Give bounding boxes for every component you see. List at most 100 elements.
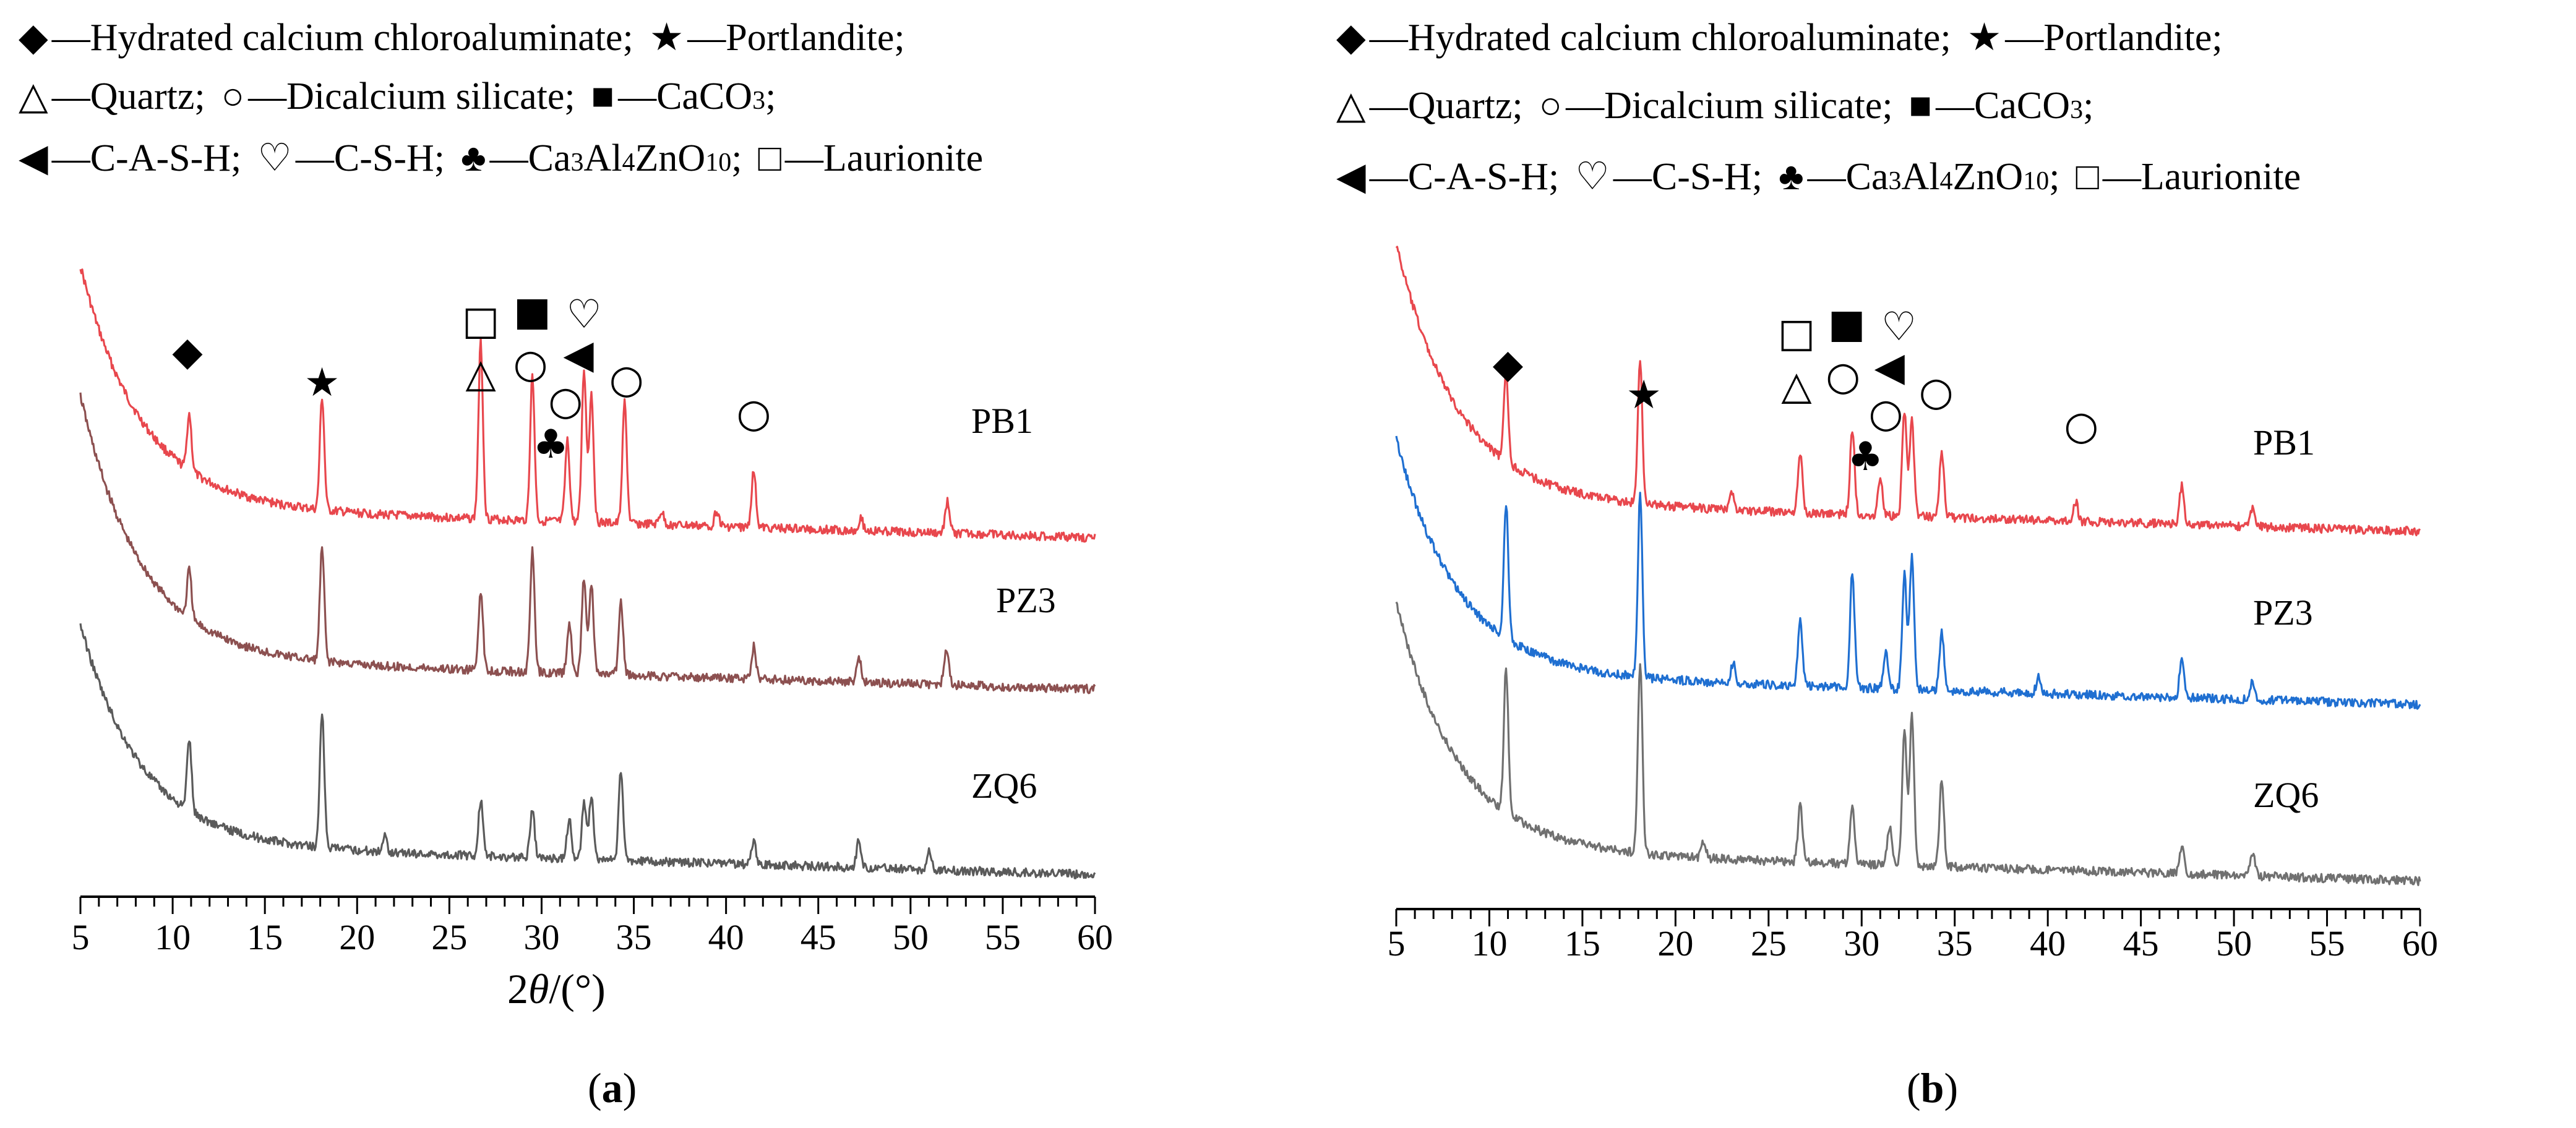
- triangle-left-icon: ◀: [1336, 156, 1366, 198]
- phase-marker: ◀: [1874, 344, 1905, 390]
- legend-subscript: 10: [2023, 167, 2050, 195]
- x-axis-title: 2θ/(°): [507, 965, 606, 1014]
- phase-marker: ◀: [563, 332, 594, 378]
- phase-marker: ○: [1919, 369, 1954, 415]
- phase-marker: ○: [2064, 403, 2098, 449]
- legend-label-suffix: ;: [731, 137, 742, 179]
- legend-subscript: 3: [1888, 167, 1902, 195]
- series-line-pb1: [1395, 246, 2421, 537]
- caption-paren: ): [622, 1064, 637, 1111]
- xrd-plot-a: 5 10 15 20 25 30 35 40 45 50 55 60PB1PZ3ZQ6◆★□△■○♡◀…: [72, 268, 1113, 957]
- triangle-icon: △: [19, 75, 48, 118]
- series-label: PB1: [971, 401, 1033, 441]
- diamond-icon: ◆: [19, 17, 48, 59]
- x-tick-label: 30: [523, 917, 559, 957]
- legend-label: —CaCO: [618, 75, 753, 118]
- x-tick-label: 10: [155, 917, 191, 957]
- legend-label: —C-S-H;: [295, 137, 445, 179]
- series-label: ZQ6: [971, 766, 1037, 806]
- club-icon: ♣: [1778, 156, 1804, 198]
- x-tick-label: 25: [431, 917, 467, 957]
- legend-label: —Laurionite: [2102, 156, 2301, 198]
- legend-label: —Laurionite: [784, 137, 984, 179]
- x-tick-label: 5: [72, 917, 90, 957]
- legend-label-part: Al: [583, 137, 622, 179]
- x-tick-label: 60: [1077, 917, 1113, 957]
- caption-letter: a: [601, 1064, 623, 1111]
- phase-marker: ♣: [1848, 434, 1883, 480]
- legend-label-part: ZnO: [1952, 156, 2024, 198]
- series-line-pz3: [79, 392, 1096, 694]
- legend-label: —Portlandite;: [687, 17, 905, 59]
- series-label: PZ3: [2253, 592, 2313, 633]
- x-axis-title-theta: θ: [528, 965, 549, 1012]
- square-outline-icon: □: [758, 137, 781, 179]
- phase-marker: ○: [609, 357, 644, 403]
- square-filled-icon: ■: [591, 75, 615, 118]
- phase-marker: ★: [1626, 372, 1662, 418]
- triangle-left-icon: ◀: [19, 137, 48, 179]
- caption-paren: (: [588, 1064, 602, 1111]
- x-tick-label: 35: [616, 917, 652, 957]
- legend-line-3: ◀ —C-A-S-H; ♡ —C-S-H; ♣ —Ca 3 Al 4 ZnO 10; □ …: [1336, 158, 2317, 196]
- x-tick-label: 10: [1471, 923, 1507, 964]
- legend-label: —CaCO: [1936, 85, 2071, 127]
- x-tick-label: 20: [339, 917, 375, 957]
- heart-icon: ♡: [1575, 156, 1610, 198]
- legend-label-suffix: ;: [2049, 156, 2060, 198]
- x-tick-label: 55: [985, 917, 1021, 957]
- legend-label: —Dicalcium silicate;: [248, 75, 575, 118]
- legend-line-2: △ —Quartz; ○ —Dicalcium silicate; ■ —CaC…: [1336, 87, 2093, 125]
- legend-label: —Hydrated calcium chloroaluminate;: [51, 17, 633, 59]
- panel-caption: (b): [1907, 1064, 1958, 1113]
- series-label: ZQ6: [2253, 775, 2319, 815]
- x-tick-label: 40: [708, 917, 744, 957]
- phase-marker: □: [1778, 310, 1815, 356]
- legend-subscript: 4: [1939, 167, 1953, 195]
- series-line-zq6: [1395, 601, 2421, 886]
- phase-marker: ◆: [1493, 341, 1524, 387]
- x-axis-title-suffix: /(°): [549, 965, 606, 1012]
- legend-subscript: 4: [622, 148, 635, 177]
- x-tick-label: 15: [1565, 923, 1600, 964]
- legend-label: —Dicalcium silicate;: [1566, 85, 1893, 127]
- series-line-pb1: [79, 268, 1096, 543]
- series-label: PB1: [2253, 422, 2315, 463]
- legend-label-part: ZnO: [635, 137, 706, 179]
- xrd-plot-b: 5 10 15 20 25 30 35 40 45 50 55 60PB1PZ3ZQ6◆★□△■○♡◀…: [1388, 246, 2438, 964]
- phase-marker: ○: [1868, 391, 1903, 437]
- x-tick-label: 50: [2216, 923, 2252, 964]
- phase-marker: ■: [513, 289, 551, 335]
- legend-label: —Quartz;: [1369, 85, 1523, 127]
- x-tick-label: 45: [2123, 923, 2159, 964]
- legend-line-1: ◆ —Hydrated calcium chloroaluminate; ★ —…: [19, 19, 921, 57]
- circle-icon: ○: [1539, 85, 1563, 127]
- heart-icon: ♡: [257, 137, 292, 179]
- phase-marker: ○: [1826, 354, 1860, 400]
- legend-line-3: ◀ —C-A-S-H; ♡ —C-S-H; ♣ —Ca 3 Al 4 ZnO 10; □ …: [19, 139, 999, 177]
- x-tick-label: 25: [1751, 923, 1787, 964]
- series-line-pz3: [1395, 435, 2421, 710]
- phase-marker: ◆: [172, 329, 203, 375]
- x-tick-label: 60: [2402, 923, 2438, 964]
- x-tick-label: 50: [893, 917, 929, 957]
- diamond-icon: ◆: [1336, 17, 1366, 59]
- legend-label: —Ca: [1807, 156, 1889, 198]
- legend-label: —C-A-S-H;: [1369, 156, 1560, 198]
- legend-subscript: 10: [705, 148, 732, 177]
- x-tick-label: 35: [1937, 923, 1973, 964]
- legend-label: —Portlandite;: [2005, 17, 2223, 59]
- legend-label-suffix: ;: [2083, 85, 2094, 127]
- caption-paren: (: [1907, 1064, 1921, 1111]
- phase-marker: △: [1781, 363, 1812, 409]
- club-icon: ♣: [460, 137, 486, 179]
- x-tick-label: 30: [1844, 923, 1879, 964]
- legend-subscript: 3: [570, 148, 584, 177]
- legend-label: —C-S-H;: [1613, 156, 1762, 198]
- star-icon: ★: [649, 17, 684, 59]
- star-icon: ★: [1967, 17, 2002, 59]
- phase-marker: □: [462, 298, 499, 344]
- chart-panel-a: ◆ —Hydrated calcium chloroaluminate; ★ —…: [19, 19, 1113, 1111]
- phase-marker: ♡: [1881, 304, 1917, 350]
- triangle-icon: △: [1336, 85, 1366, 127]
